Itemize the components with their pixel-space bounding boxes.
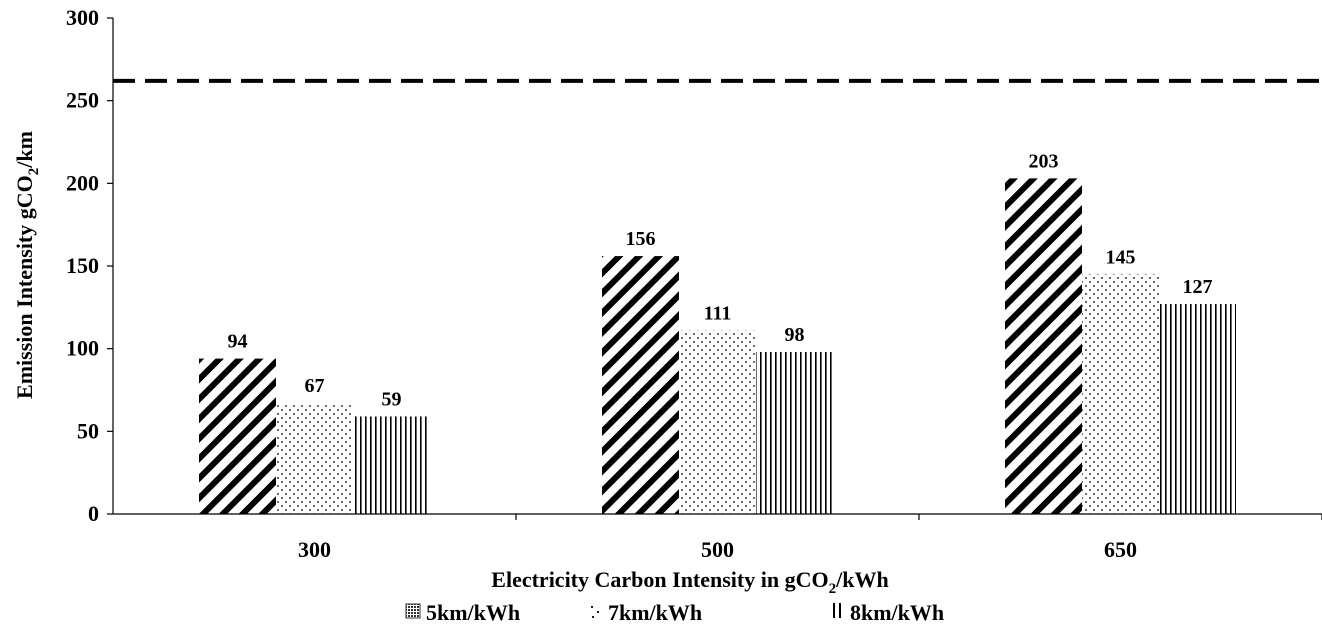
legend-dots-icon <box>590 605 600 619</box>
data-label: 145 <box>1106 246 1136 268</box>
data-labels-group: 94 67 59 156 111 98 203 145 127 <box>228 150 1213 410</box>
legend-label: 8km/kWh <box>850 600 944 625</box>
y-tick-label: 50 <box>77 418 99 443</box>
data-label: 156 <box>626 228 656 250</box>
legend-label: 7km/kWh <box>608 600 702 625</box>
y-tick-label: 100 <box>66 336 99 361</box>
legend-label: 5km/kWh <box>426 600 520 625</box>
x-category-label: 650 <box>1104 537 1137 562</box>
legend-swatch-icon <box>405 603 421 619</box>
data-label: 67 <box>305 375 325 397</box>
bar-5kmkWh-650 <box>1005 178 1082 514</box>
y-axis-ticks: 0 50 100 150 200 250 300 <box>66 5 113 526</box>
legend-lines-icon <box>833 603 841 618</box>
bar-5kmkWh-500 <box>602 256 679 514</box>
data-label: 98 <box>785 324 805 346</box>
legend: 5km/kWh 7km/kWh 8km/kWh <box>405 600 944 625</box>
y-tick-label: 150 <box>66 253 99 278</box>
x-axis-categories: 300 500 650 <box>298 514 1322 562</box>
x-category-label: 500 <box>701 537 734 562</box>
y-axis-title: Emission Intensity gCO2/km <box>12 131 42 399</box>
y-tick-label: 300 <box>66 5 99 30</box>
y-tick-label: 0 <box>88 501 99 526</box>
data-label: 111 <box>704 302 732 324</box>
bar-5kmkWh-300 <box>199 358 276 514</box>
x-axis-title: Electricity Carbon Intensity in gCO2/kWh <box>491 567 888 597</box>
bar-7kmkWh-650 <box>1082 274 1159 514</box>
legend-item: 7km/kWh <box>590 600 702 625</box>
bar-7kmkWh-300 <box>276 403 353 514</box>
data-label: 94 <box>228 331 248 353</box>
bar-8kmkWh-650 <box>1159 304 1236 514</box>
bar-7kmkWh-500 <box>679 330 756 514</box>
data-label: 203 <box>1029 150 1059 172</box>
y-tick-label: 250 <box>66 88 99 113</box>
x-category-label: 300 <box>298 537 331 562</box>
bar-8kmkWh-500 <box>756 351 833 514</box>
data-label: 59 <box>382 388 402 410</box>
data-label: 127 <box>1183 276 1213 298</box>
y-tick-label: 200 <box>66 170 99 195</box>
legend-item: 8km/kWh <box>833 600 944 625</box>
bar-8kmkWh-300 <box>353 416 430 514</box>
bars-group <box>199 178 1236 514</box>
legend-item: 5km/kWh <box>405 600 520 625</box>
